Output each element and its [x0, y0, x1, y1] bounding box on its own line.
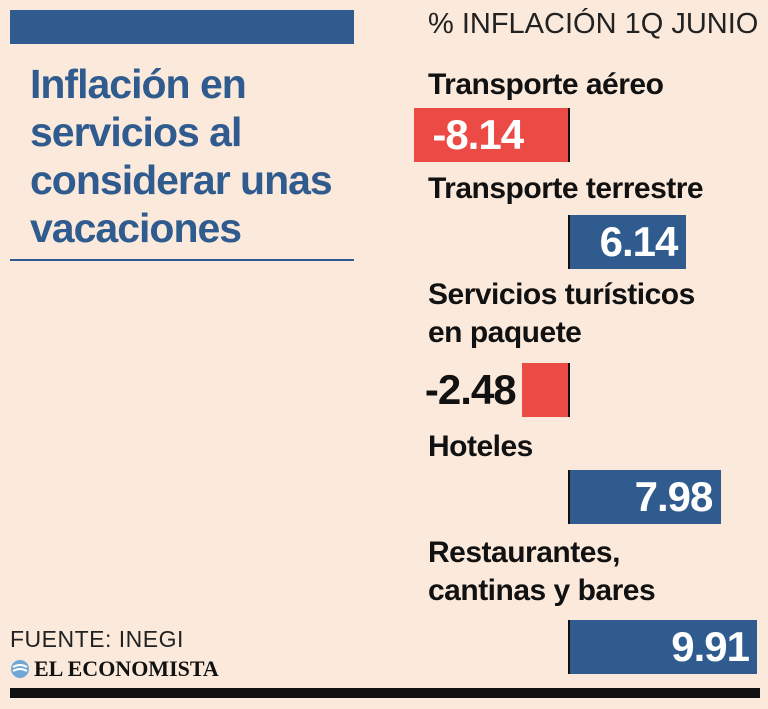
- source-text: FUENTE: INEGI: [10, 626, 184, 652]
- category-label: Transporte aéreo: [428, 68, 664, 101]
- category-label: Servicios turísticos: [428, 278, 695, 311]
- category-label: cantinas y bares: [428, 574, 656, 607]
- category-label: en paquete: [428, 316, 582, 349]
- brand-name: EL ECONOMISTA: [34, 656, 219, 681]
- brand-globe-icon: [11, 660, 29, 678]
- title-divider: [10, 259, 354, 261]
- data-label: 9.91: [671, 623, 750, 670]
- bar: [569, 215, 686, 269]
- data-label: 6.14: [599, 218, 679, 265]
- bar: [414, 108, 569, 162]
- zero-axis-line: [568, 470, 570, 524]
- data-label: 7.98: [634, 473, 714, 520]
- bottom-divider: [10, 688, 760, 698]
- header-accent-bar: [10, 10, 354, 44]
- zero-axis-line: [568, 215, 570, 269]
- category-label: Hoteles: [428, 430, 533, 463]
- brand-logo: EL ECONOMISTA: [10, 656, 219, 682]
- bar: [569, 620, 758, 674]
- category-label: Transporte terrestre: [428, 172, 704, 205]
- zero-axis-line: [568, 620, 570, 674]
- unit-label: % INFLACIÓN 1Q JUNIO: [428, 8, 759, 40]
- bar: [569, 470, 721, 524]
- data-label: -8.14: [432, 111, 524, 158]
- chart-title: Inflación en servicios al considerar una…: [30, 61, 333, 251]
- data-label: -2.48: [424, 366, 517, 413]
- category-label: Restaurantes,: [428, 536, 620, 569]
- zero-axis-line: [568, 363, 570, 417]
- zero-axis-line: [568, 108, 570, 162]
- bar: [521, 363, 569, 417]
